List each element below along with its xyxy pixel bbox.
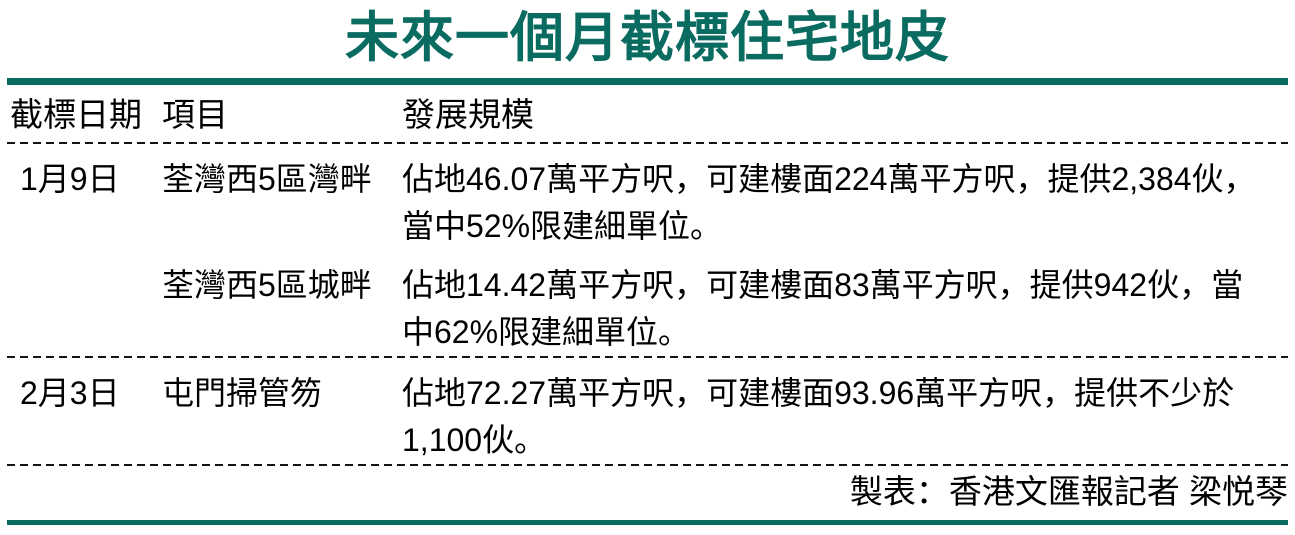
credit-line: 製表：香港文匯報記者 梁悦琴 [849, 473, 1288, 510]
project-cell: 荃灣西5區城畔 [162, 267, 372, 303]
date-cell: 1月9日 [20, 161, 120, 197]
top-rule [7, 78, 1288, 85]
desc-cell: 佔地14.42萬平方呎，可建樓面83萬平方呎，提供942伙，當 中62%限建細單… [402, 262, 1288, 356]
table-header-row: 截標日期 項目 發展規模 [7, 85, 1288, 142]
desc-line: 佔地46.07萬平方呎，可建樓面224萬平方呎，提供2,384伙， [402, 161, 1256, 197]
column-header-date: 截標日期 [10, 96, 142, 133]
desc-line: 當中52%限建細單位。 [402, 208, 723, 244]
desc-line: 中62%限建細單位。 [402, 314, 691, 350]
project-cell: 荃灣西5區灣畔 [162, 161, 372, 197]
dashed-separator [7, 464, 1288, 466]
column-header-scale: 發展規模 [402, 96, 534, 133]
page-title: 未來一個月截標住宅地皮 [345, 8, 950, 68]
date-cell: 2月3日 [20, 375, 120, 411]
table-row: 荃灣西5區城畔 佔地14.42萬平方呎，可建樓面83萬平方呎，提供942伙，當 … [7, 262, 1288, 356]
desc-line: 1,100伙。 [402, 422, 547, 458]
column-header-project: 項目 [162, 96, 228, 133]
dashed-separator [7, 356, 1288, 358]
desc-line: 佔地14.42萬平方呎，可建樓面83萬平方呎，提供942伙，當 [402, 267, 1244, 303]
table-row: 2月3日 屯門掃管笏 佔地72.27萬平方呎，可建樓面93.96萬平方呎，提供不… [7, 370, 1288, 464]
desc-cell: 佔地72.27萬平方呎，可建樓面93.96萬平方呎，提供不少於 1,100伙。 [402, 370, 1288, 464]
table-row: 1月9日 荃灣西5區灣畔 佔地46.07萬平方呎，可建樓面224萬平方呎，提供2… [7, 156, 1288, 250]
bottom-rule [7, 520, 1288, 525]
project-cell: 屯門掃管笏 [162, 375, 323, 411]
desc-cell: 佔地46.07萬平方呎，可建樓面224萬平方呎，提供2,384伙， 當中52%限… [402, 156, 1288, 250]
desc-line: 佔地72.27萬平方呎，可建樓面93.96萬平方呎，提供不少於 [402, 375, 1235, 411]
dashed-separator [7, 142, 1288, 144]
